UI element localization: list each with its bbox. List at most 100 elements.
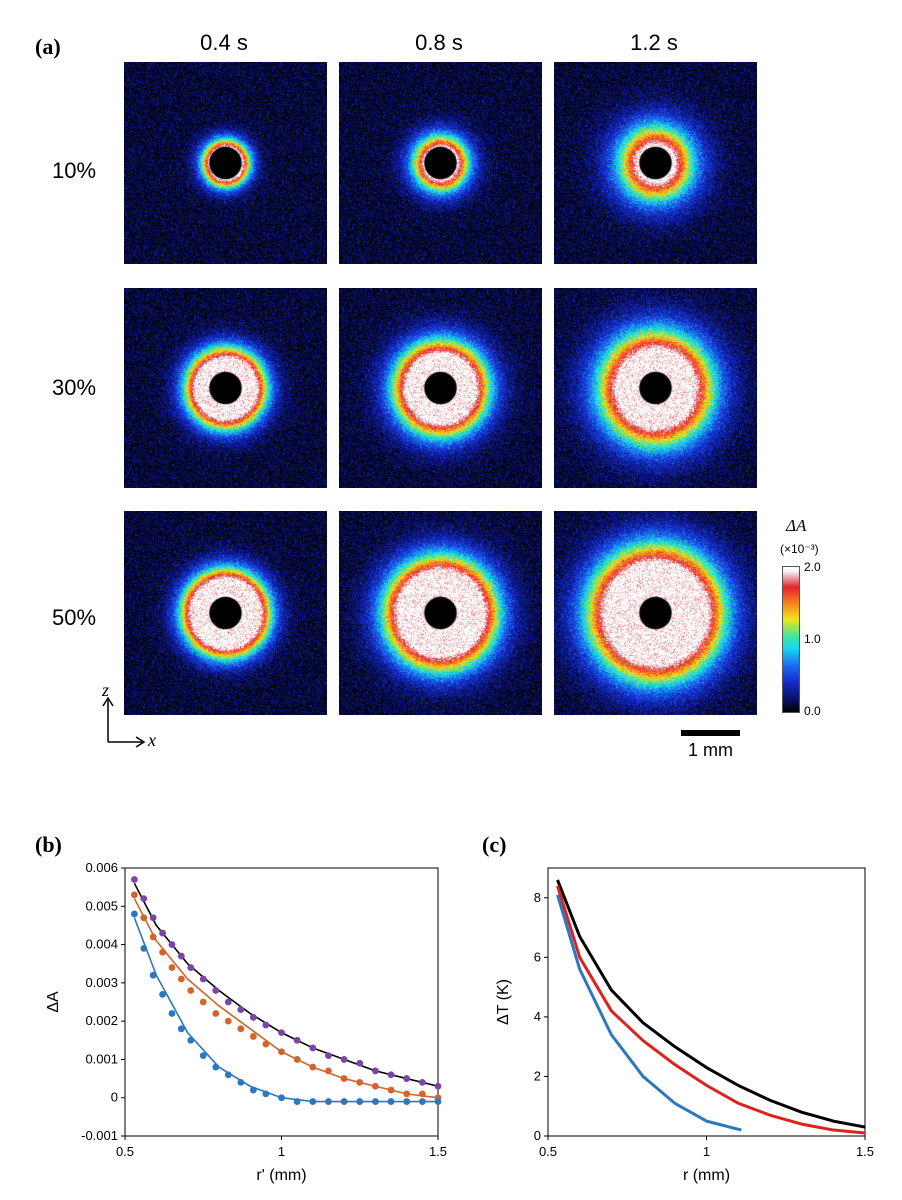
x-tick-label: 1.5 (856, 1144, 874, 1159)
data-point (224, 1071, 232, 1079)
y-tick-label: 0 (111, 1090, 118, 1105)
data-point (403, 1075, 411, 1082)
data-point (278, 1094, 285, 1102)
fit-curve (133, 882, 439, 1088)
x-arrowhead (135, 736, 146, 748)
colorbar-title: ΔA (786, 516, 807, 535)
column-header-2: 1.2 s (630, 30, 678, 55)
data-point (372, 1098, 379, 1105)
data-point (130, 876, 138, 883)
data-point (237, 1025, 245, 1033)
data-point (434, 1098, 442, 1105)
axis-x-label: x (148, 730, 156, 750)
data-point (262, 1021, 270, 1029)
y-tick-label: 4 (534, 1009, 541, 1024)
y-tick-label: 0.005 (85, 898, 118, 913)
data-point (293, 1036, 301, 1044)
colorbar-tick-mid: 1.0 (804, 632, 821, 646)
data-point (187, 1036, 195, 1044)
data-point (387, 1071, 395, 1079)
data-point (356, 1059, 364, 1067)
data-point (177, 1025, 185, 1033)
data-point (168, 941, 176, 948)
row-header-1: 30% (52, 375, 97, 400)
data-point (418, 1098, 426, 1105)
data-point (278, 1048, 285, 1056)
y-axis-label: ΔA (45, 991, 62, 1013)
data-point (149, 933, 157, 941)
data-point (387, 1098, 395, 1105)
data-point (159, 948, 166, 956)
data-point (309, 1098, 317, 1105)
data-point (293, 1056, 301, 1063)
x-tick-label: 1 (278, 1144, 285, 1159)
axis-indicator (102, 696, 146, 748)
thermal-image-50pct-0.8s (339, 511, 542, 715)
y-tick-label: 0.004 (85, 937, 118, 952)
data-point (278, 1029, 285, 1037)
data-point (140, 914, 148, 922)
data-point (372, 1067, 379, 1075)
data-point (140, 945, 148, 952)
colorbar-tick-max: 2.0 (804, 560, 821, 574)
scale-bar (681, 730, 740, 736)
data-point (340, 1098, 348, 1105)
data-point (340, 1056, 348, 1063)
data-point (130, 910, 138, 918)
chart-b: 0.5 1 1.5 -0.001 0 0.001 0.002 0.003 0.004 0.005 0… (45, 860, 447, 1184)
data-point (387, 1086, 395, 1094)
thermal-image-10pct-0.4s (124, 62, 327, 264)
x-tick-label: 0.5 (539, 1144, 557, 1159)
data-point (249, 1013, 257, 1021)
data-point (187, 987, 195, 994)
data-point (224, 998, 232, 1006)
column-header-1: 0.8 s (415, 30, 463, 55)
thermal-image-50pct-0.4s (124, 511, 327, 715)
thermal-image-30pct-0.8s (339, 288, 542, 488)
data-point (140, 895, 148, 903)
data-point (149, 971, 157, 979)
y-tick-label: 0.006 (85, 860, 118, 875)
data-point (418, 1090, 426, 1098)
panel-c-label: (c) (482, 832, 507, 857)
data-point (403, 1090, 411, 1098)
data-point (212, 987, 220, 994)
data-point (293, 1098, 301, 1105)
scale-bar-label: 1 mm (688, 740, 733, 760)
y-tick-label: 0.003 (85, 975, 118, 990)
data-point (212, 1010, 220, 1017)
series-line (556, 879, 866, 1129)
colorbar-unit: (×10⁻³) (780, 542, 819, 556)
data-point (177, 975, 185, 983)
y-tick-label: 6 (534, 949, 541, 964)
data-point (325, 1067, 332, 1075)
fit-curve (133, 898, 439, 1099)
x-axis-label: r' (mm) (256, 1167, 306, 1184)
thermal-image-30pct-0.4s (124, 288, 327, 488)
data-point (199, 998, 207, 1006)
axis-z-label: z (102, 680, 110, 700)
data-point (199, 1052, 207, 1059)
data-point (340, 1075, 348, 1082)
chart-c: 0.5 1 1.5 0 2 4 6 8 r (mm) ΔT (K) (495, 867, 874, 1184)
colorbar-tick-min: 0.0 (804, 704, 821, 718)
thermal-image-10pct-1.2s (554, 62, 757, 264)
y-tick-label: -0.001 (81, 1128, 118, 1143)
data-point (168, 1010, 176, 1017)
x-tick-label: 0.5 (116, 1144, 134, 1159)
data-point (262, 1090, 270, 1098)
x-tick-label: 1 (703, 1144, 710, 1159)
data-point (249, 1086, 257, 1094)
data-point (418, 1079, 426, 1086)
data-point (177, 952, 185, 960)
data-point (199, 975, 207, 983)
series-line (556, 885, 866, 1135)
y-tick-label: 8 (534, 890, 541, 905)
data-point (309, 1063, 317, 1071)
thermal-image-30pct-1.2s (554, 288, 757, 488)
z-arrowhead (102, 696, 114, 707)
data-point (149, 914, 157, 922)
thermal-image-10pct-0.8s (339, 62, 542, 264)
data-point (187, 964, 195, 971)
y-tick-label: 0.001 (85, 1051, 118, 1066)
